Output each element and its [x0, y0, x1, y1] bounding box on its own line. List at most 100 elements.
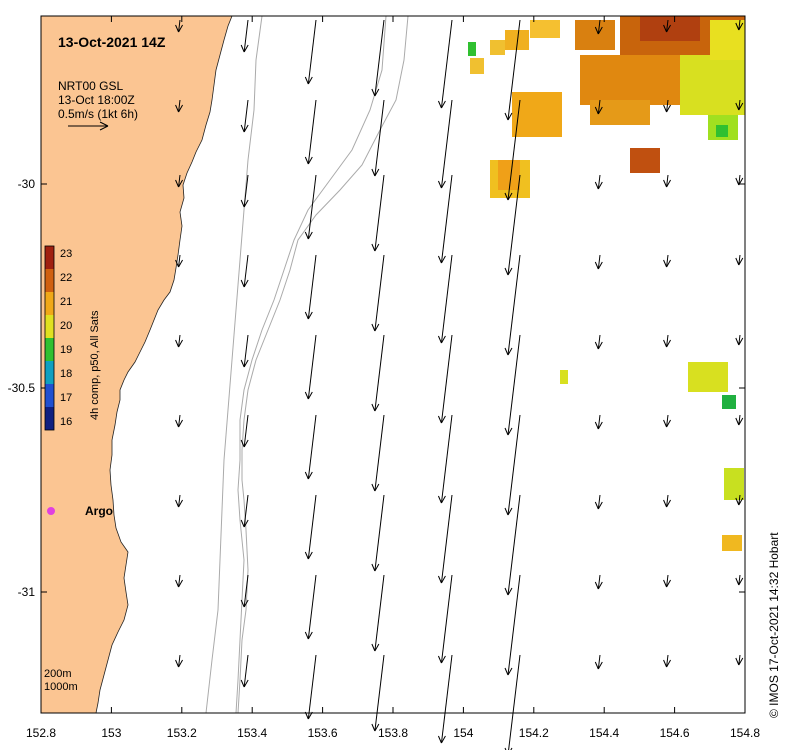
colorbar-tick: 23 [60, 248, 72, 260]
current-vector-head [735, 417, 740, 426]
current-vector-head [504, 112, 509, 121]
current-vector-head [663, 579, 668, 588]
current-vector-head [371, 323, 376, 332]
current-vector-head [374, 403, 380, 412]
current-vector [597, 174, 601, 190]
current-vector-head [507, 587, 513, 596]
current-vector-head [504, 747, 507, 750]
current-vector [507, 414, 521, 516]
current-vector [374, 574, 385, 652]
current-vector-head [735, 577, 740, 586]
current-vector-head [240, 44, 245, 53]
current-vector [374, 414, 385, 492]
current-vector-head [371, 403, 376, 412]
current-vector-head [240, 359, 245, 368]
current-vector-head [371, 243, 376, 252]
current-vector [738, 334, 741, 346]
current-vector [178, 174, 181, 188]
current-vector-head [374, 643, 380, 652]
current-vector-head [597, 421, 603, 430]
current-vector-head [307, 551, 313, 560]
current-vector [374, 99, 385, 177]
current-vector [666, 494, 669, 508]
current-vector [440, 494, 453, 584]
current-vector-head [666, 659, 671, 668]
current-vector-head [594, 581, 599, 590]
current-vector [178, 99, 181, 113]
current-vector-head [504, 427, 509, 436]
current-vector-head [504, 192, 509, 201]
current-vector-head [663, 419, 668, 428]
current-vector-head [738, 257, 744, 266]
current-vector [243, 254, 249, 288]
current-vector [738, 494, 741, 506]
current-vector-head [178, 179, 183, 188]
current-vector-head [597, 106, 603, 115]
current-vector-head [240, 679, 245, 688]
current-vector-head [178, 579, 183, 588]
current-vector-head [175, 179, 180, 188]
current-vector [243, 19, 249, 53]
current-vector [666, 174, 669, 188]
current-vector [738, 19, 741, 31]
x-tick-label: 153.2 [167, 726, 197, 740]
argo-marker[interactable] [47, 507, 55, 515]
map-title: 13-Oct-2021 14Z [58, 34, 166, 50]
current-vector-head [304, 551, 309, 560]
current-vector [178, 334, 181, 348]
current-vector-head [663, 259, 668, 268]
current-vector-head [738, 497, 744, 506]
current-vector-head [175, 104, 180, 113]
y-axis: -30 -30.5 -31 [8, 177, 745, 599]
current-vector [307, 334, 317, 400]
current-vector [307, 414, 317, 480]
current-vector [507, 19, 521, 121]
current-vector [597, 99, 601, 115]
current-vector [307, 99, 317, 165]
current-vector [307, 254, 317, 320]
current-vector [243, 574, 249, 608]
current-vector-head [243, 359, 249, 368]
current-vector-head [663, 179, 668, 188]
current-vector-head [666, 104, 671, 113]
current-vector-head [175, 579, 180, 588]
current-vector [440, 254, 453, 344]
current-vector [597, 574, 601, 590]
current-vector [243, 174, 249, 208]
current-vector-head [240, 124, 245, 133]
current-vector-head [735, 177, 740, 186]
current-vector-head [735, 657, 740, 666]
current-vector-head [507, 267, 513, 276]
current-vector-head [304, 76, 309, 85]
current-vector-head [594, 341, 599, 350]
current-vector-head [178, 24, 183, 33]
current-vector-head [243, 519, 249, 528]
current-vector-head [240, 199, 245, 208]
current-vector-head [437, 495, 442, 504]
current-vector-head [597, 341, 603, 350]
current-vector-head [735, 22, 740, 31]
current-vector-head [243, 124, 249, 133]
current-vector-head [374, 243, 380, 252]
current-vector [307, 19, 317, 85]
y-tick-label: -30 [18, 177, 36, 191]
current-vector [666, 574, 669, 588]
contour-200m [205, 15, 263, 714]
current-vector [597, 414, 601, 430]
current-vector [507, 494, 521, 596]
current-vector [374, 19, 385, 97]
current-vector-head [243, 599, 249, 608]
current-vector-head [663, 104, 668, 113]
current-vector-head [371, 563, 376, 572]
current-vector [374, 254, 385, 332]
current-vector-head [510, 747, 513, 750]
current-vector [666, 334, 669, 348]
current-vector-head [243, 279, 249, 288]
current-vector-head [504, 347, 509, 356]
current-vector-head [594, 26, 599, 35]
current-vector-head [738, 577, 744, 586]
current-vector [440, 99, 453, 189]
argo-label: Argo [85, 504, 113, 518]
current-vector-head [597, 501, 603, 510]
current-vector [440, 654, 453, 744]
